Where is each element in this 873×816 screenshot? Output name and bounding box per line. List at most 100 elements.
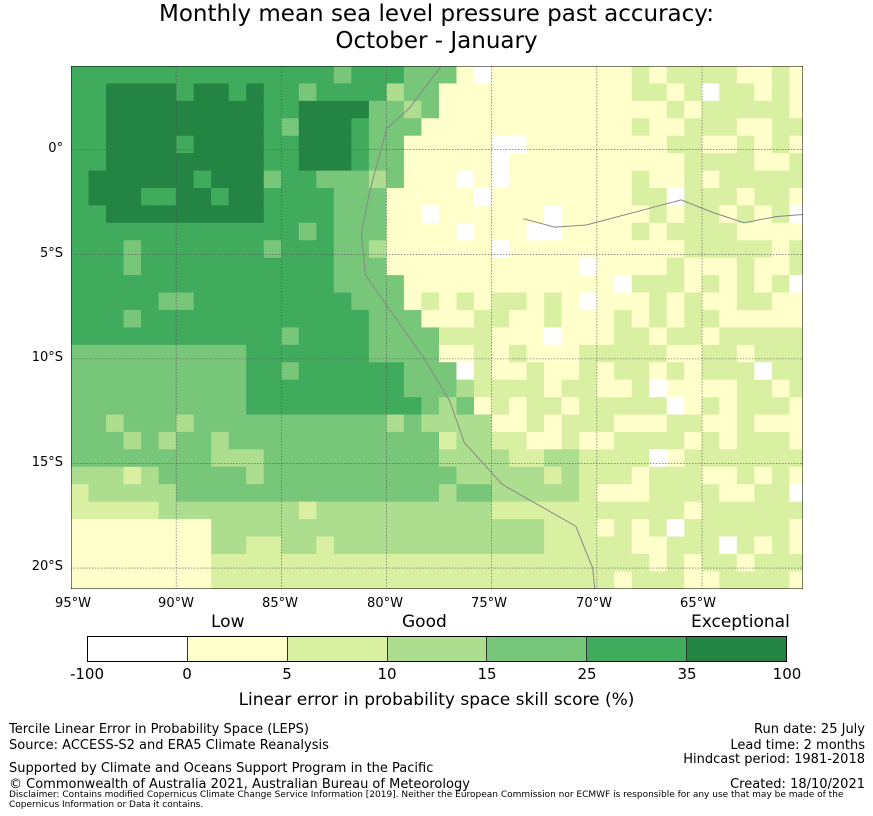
grid-cell xyxy=(719,571,738,589)
grid-cell xyxy=(526,135,545,154)
grid-cell xyxy=(263,135,282,154)
grid-cell xyxy=(421,222,440,241)
grid-cell xyxy=(684,275,703,294)
grid-cell xyxy=(403,484,423,503)
grid-cell xyxy=(386,553,405,572)
grid-cell xyxy=(351,519,370,538)
grid-cell xyxy=(141,379,160,398)
grid-cell xyxy=(386,327,405,346)
grid-cell xyxy=(614,397,633,416)
grid-cell xyxy=(263,170,282,189)
grid-cell xyxy=(631,66,650,85)
grid-cell xyxy=(403,257,423,276)
grid-cell xyxy=(509,431,528,450)
grid-cell xyxy=(684,170,703,189)
x-tick-label: 70°W xyxy=(576,596,612,611)
grid-cell xyxy=(509,257,528,276)
grid-cell xyxy=(368,118,387,137)
grid-cell xyxy=(474,309,493,328)
grid-cell xyxy=(684,222,703,241)
grid-cell xyxy=(701,344,720,363)
grid-cell xyxy=(701,83,720,102)
grid-cell xyxy=(193,553,212,572)
grid-cell xyxy=(193,292,212,311)
grid-cell xyxy=(719,309,738,328)
grid-cell xyxy=(351,484,370,503)
grid-cell xyxy=(263,414,282,433)
grid-cell xyxy=(141,222,160,241)
grid-cell xyxy=(701,327,720,346)
grid-cell xyxy=(631,362,650,381)
grid-cell xyxy=(88,484,107,503)
grid-cell xyxy=(754,292,773,311)
grid-cell xyxy=(754,118,773,137)
grid-cell xyxy=(106,431,125,450)
grid-cell xyxy=(71,484,90,503)
grid-cell xyxy=(421,414,440,433)
grid-cell xyxy=(88,449,107,468)
grid-cell xyxy=(789,362,803,381)
grid-cell xyxy=(316,362,335,381)
grid-cell xyxy=(438,327,458,346)
grid-cell xyxy=(193,571,212,589)
grid-cell xyxy=(263,553,282,572)
grid-cell xyxy=(158,484,177,503)
grid-cell xyxy=(193,83,212,102)
grid-cell xyxy=(123,275,142,294)
grid-cell xyxy=(228,344,247,363)
grid-cell xyxy=(316,344,335,363)
grid-cell xyxy=(368,379,387,398)
grid-cell xyxy=(246,327,265,346)
grid-cell xyxy=(719,414,738,433)
grid-cell xyxy=(228,536,247,555)
grid-cell xyxy=(351,449,370,468)
grid-cell xyxy=(246,397,265,416)
grid-cell xyxy=(351,553,370,572)
grid-cell xyxy=(438,83,458,102)
grid-cell xyxy=(579,153,598,172)
grid-cell xyxy=(281,553,300,572)
grid-cell xyxy=(579,135,598,154)
grid-cell xyxy=(88,501,107,520)
grid-cell xyxy=(544,431,563,450)
grid-cell xyxy=(193,135,212,154)
grid-cell xyxy=(106,449,125,468)
grid-cell xyxy=(386,501,405,520)
grid-cell xyxy=(421,66,440,85)
grid-cell xyxy=(368,135,387,154)
grid-cell xyxy=(771,414,790,433)
grid-cell xyxy=(228,257,247,276)
grid-cell xyxy=(561,257,580,276)
grid-cell xyxy=(614,519,633,538)
grid-cell xyxy=(614,484,633,503)
grid-cell xyxy=(228,484,247,503)
grid-cell xyxy=(666,83,685,102)
map-title-line1: Monthly mean sea level pressure past acc… xyxy=(159,1,714,27)
x-tick-label: 65°W xyxy=(680,596,716,611)
grid-cell xyxy=(368,553,387,572)
grid-cell xyxy=(736,431,755,450)
grid-cell xyxy=(123,222,142,241)
grid-cell xyxy=(438,414,458,433)
grid-cell xyxy=(614,362,633,381)
grid-cell xyxy=(298,397,317,416)
grid-cell xyxy=(386,397,405,416)
grid-cell xyxy=(351,222,370,241)
grid-cell xyxy=(754,257,773,276)
grid-cell xyxy=(88,100,107,119)
grid-cell xyxy=(456,466,475,485)
grid-cell xyxy=(684,153,703,172)
grid-cell xyxy=(666,100,685,119)
grid-cell xyxy=(193,66,212,85)
grid-cell xyxy=(526,100,545,119)
grid-cell xyxy=(438,501,458,520)
grid-cell xyxy=(246,135,265,154)
grid-cell xyxy=(684,501,703,520)
grid-cell xyxy=(631,257,650,276)
grid-cell xyxy=(386,484,405,503)
grid-cell xyxy=(561,118,580,137)
grid-cell xyxy=(491,66,510,85)
grid-cell xyxy=(614,83,633,102)
grid-cell xyxy=(88,153,107,172)
grid-cell xyxy=(281,66,300,85)
